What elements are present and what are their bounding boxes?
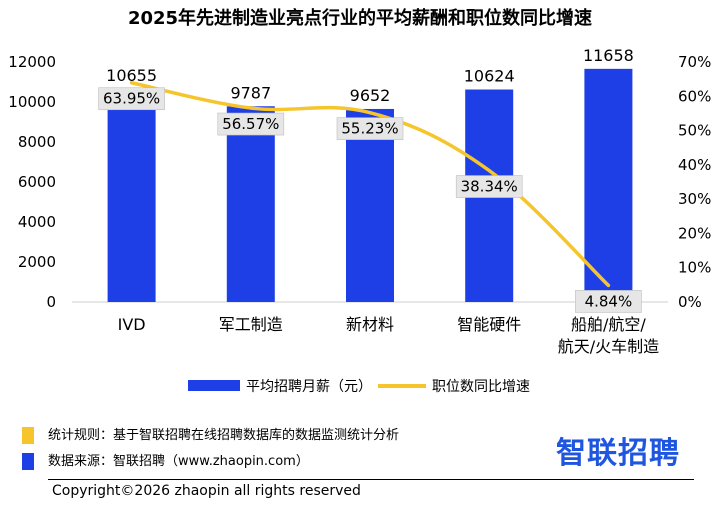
salary-bar <box>107 88 156 303</box>
salary-value-label: 10624 <box>464 67 515 86</box>
salary-value-label: 10655 <box>106 66 157 85</box>
salary-bar <box>346 108 394 303</box>
growth-label-box <box>575 290 642 313</box>
rule-color-block <box>22 427 34 444</box>
right-tick-label: 30% <box>678 190 711 208</box>
left-tick-label: 10000 <box>8 93 56 111</box>
right-tick-label: 60% <box>678 87 711 105</box>
chart: 2025年先进制造业亮点行业的平均薪酬和职位数同比增速 0 2000 4000 600… <box>8 7 711 395</box>
legend: 平均招聘月薪（元） 职位数同比增速 <box>188 379 530 395</box>
category-label: 军工制造 <box>219 315 283 334</box>
right-tick-label: 10% <box>678 259 711 277</box>
category-labels: IVD 军工制造 新材料 智能硬件 船舶/航空/航天/火车制造 <box>118 315 659 356</box>
growth-value-labels: 63.95% 56.57% 55.23% 38.34% 4.84% <box>98 87 642 313</box>
salary-value-label: 9652 <box>350 86 391 105</box>
left-tick-label: 12000 <box>8 53 56 71</box>
legend-bar-swatch <box>188 380 240 391</box>
left-axis-ticks: 0 2000 4000 6000 8000 10000 12000 <box>8 53 56 311</box>
growth-label-box <box>455 175 523 198</box>
left-tick-label: 2000 <box>18 253 56 271</box>
salary-bar <box>584 68 633 302</box>
growth-value-label: 4.84% <box>585 292 633 310</box>
category-label: IVD <box>118 315 146 334</box>
left-tick-label: 0 <box>46 293 56 311</box>
left-tick-label: 8000 <box>18 133 56 151</box>
left-tick-label: 6000 <box>18 173 56 191</box>
rule-text: 统计规则：基于智联招聘在线招聘数据库的数据监测统计分析 <box>48 428 400 443</box>
right-tick-label: 0% <box>678 293 702 311</box>
legend-line-label: 职位数同比增速 <box>432 379 530 395</box>
growth-label-box <box>217 112 285 136</box>
growth-value-label: 38.34% <box>461 178 518 196</box>
category-label: 航天/火车制造 <box>558 337 659 356</box>
copyright-text: Copyright©2026 zhaopin all rights reserv… <box>52 483 361 499</box>
growth-label-box <box>98 87 165 111</box>
growth-value-label: 56.57% <box>222 115 279 133</box>
right-tick-label: 40% <box>678 156 711 174</box>
right-axis-ticks: 0% 10% 20% 30% 40% 50% 60% 70% <box>678 53 711 311</box>
category-label: 新材料 <box>346 315 394 334</box>
right-tick-label: 20% <box>678 224 711 242</box>
legend-bar-label: 平均招聘月薪（元） <box>246 379 372 395</box>
left-tick-label: 4000 <box>18 213 56 231</box>
category-label: 船舶/航空/ <box>571 315 646 334</box>
growth-value-label: 63.95% <box>103 90 160 108</box>
growth-line <box>129 80 611 288</box>
growth-label-box <box>336 117 404 140</box>
right-tick-label: 70% <box>678 53 711 71</box>
source-text: 数据来源：智联招聘（www.zhaopin.com） <box>48 454 309 469</box>
chart-title: 2025年先进制造业亮点行业的平均薪酬和职位数同比增速 <box>128 7 592 29</box>
footer-divider <box>48 479 694 480</box>
salary-bar <box>226 106 275 302</box>
bar-value-labels: 10655 9787 9652 10624 11658 <box>106 46 634 105</box>
source-color-block <box>22 453 34 470</box>
growth-line-path <box>129 80 611 288</box>
zhaopin-logo: 智联招聘 <box>556 436 680 471</box>
growth-value-label: 55.23% <box>341 120 398 138</box>
right-tick-label: 50% <box>678 122 711 140</box>
salary-value-label: 11658 <box>583 46 634 65</box>
salary-value-label: 9787 <box>230 83 271 102</box>
category-label: 智能硬件 <box>457 315 521 334</box>
